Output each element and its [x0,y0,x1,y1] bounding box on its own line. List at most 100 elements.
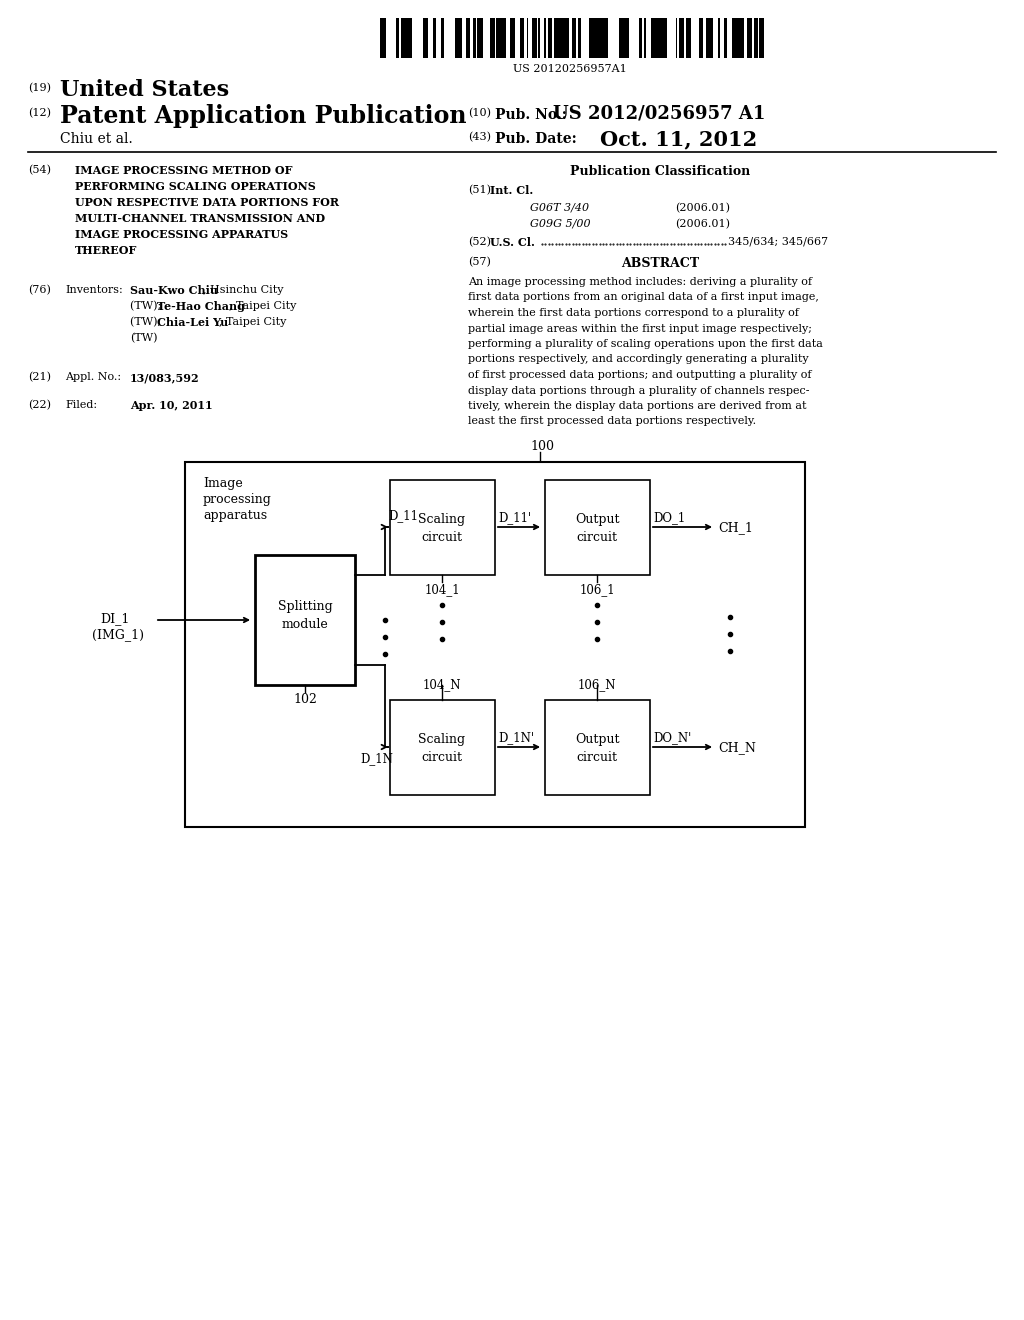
Text: 106_1: 106_1 [580,583,614,597]
Bar [706,18,709,58]
Bar [759,18,762,58]
Bar [383,18,386,58]
Text: (43): (43) [468,132,490,143]
Bar [658,18,662,58]
Text: Pub. No.:: Pub. No.: [495,108,567,121]
Bar [600,18,602,58]
Bar [522,18,524,58]
Text: , Taipei City: , Taipei City [229,301,296,312]
Bar [568,18,569,58]
Bar [481,18,483,58]
Bar [644,18,645,58]
Bar [185,462,805,828]
Bar [574,18,577,58]
Text: circuit: circuit [577,531,617,544]
Text: (12): (12) [28,108,51,119]
Bar [724,18,727,58]
Bar [544,18,546,58]
Text: DI_1: DI_1 [100,612,129,624]
Bar [390,480,495,576]
Bar [709,18,713,58]
Bar [689,18,691,58]
Text: Pub. Date:: Pub. Date: [495,132,577,147]
Text: Patent Application Publication: Patent Application Publication [60,104,467,128]
Text: (19): (19) [28,83,51,94]
Bar [655,18,658,58]
Bar [512,18,515,58]
Text: (22): (22) [28,400,51,411]
Text: D_11: D_11 [388,510,418,521]
Bar [255,554,355,685]
Bar [686,18,689,58]
Text: CH_1: CH_1 [718,521,753,535]
Bar [572,18,574,58]
Text: Sau-Kwo Chiu: Sau-Kwo Chiu [130,285,218,296]
Bar [701,18,702,58]
Bar [750,18,751,58]
Bar [596,18,598,58]
Bar [559,18,561,58]
Bar [498,18,501,58]
Text: Publication Classification: Publication Classification [570,165,751,178]
Text: module: module [282,618,329,631]
Bar [477,18,481,58]
Text: (2006.01): (2006.01) [675,219,730,230]
Bar [409,18,410,58]
Bar [390,700,495,795]
Bar [740,18,743,58]
Text: Scaling: Scaling [419,513,466,525]
Text: G06T 3/40: G06T 3/40 [530,203,589,213]
Bar [545,480,650,576]
Text: 104_N: 104_N [423,678,461,690]
Bar [539,18,540,58]
Text: U.S. Cl.: U.S. Cl. [490,238,535,248]
Text: United States: United States [60,79,229,102]
Text: (TW);: (TW); [130,301,165,312]
Text: portions respectively, and accordingly generating a plurality: portions respectively, and accordingly g… [468,355,809,364]
Text: Int. Cl.: Int. Cl. [490,185,534,195]
Bar [473,18,476,58]
Text: UPON RESPECTIVE DATA PORTIONS FOR: UPON RESPECTIVE DATA PORTIONS FOR [75,197,339,209]
Bar [501,18,503,58]
Text: US 20120256957A1: US 20120256957A1 [513,63,627,74]
Text: processing: processing [203,492,272,506]
Text: (21): (21) [28,372,51,383]
Text: (TW);: (TW); [130,317,165,327]
Text: (76): (76) [28,285,51,296]
Bar [403,18,409,58]
Text: 104_1: 104_1 [424,583,460,597]
Bar [735,18,740,58]
Bar [604,18,606,58]
Text: (2006.01): (2006.01) [675,203,730,214]
Bar [455,18,457,58]
Bar [489,18,494,58]
Bar [618,18,623,58]
Text: Chiu et al.: Chiu et al. [60,132,133,147]
Text: , Hsinchu City: , Hsinchu City [203,285,284,294]
Text: , Taipei City: , Taipei City [219,317,287,327]
Text: Apr. 10, 2011: Apr. 10, 2011 [130,400,213,411]
Bar [628,18,629,58]
Text: (51): (51) [468,185,490,195]
Text: D_11': D_11' [498,511,531,524]
Text: 345/634; 345/667: 345/634; 345/667 [728,238,828,247]
Text: circuit: circuit [577,751,617,764]
Bar [598,18,600,58]
Text: (57): (57) [468,257,490,268]
Bar [457,18,458,58]
Text: D_1N: D_1N [360,752,393,766]
Bar [380,18,382,58]
Bar [433,18,435,58]
Bar [526,18,528,58]
Bar [732,18,733,58]
Text: performing a plurality of scaling operations upon the first data: performing a plurality of scaling operat… [468,339,823,348]
Bar [698,18,701,58]
Text: circuit: circuit [422,751,463,764]
Text: (IMG_1): (IMG_1) [92,628,144,642]
Bar [602,18,604,58]
Bar [679,18,684,58]
Text: 102: 102 [293,693,317,706]
Text: Output: Output [574,513,620,525]
Bar [665,18,667,58]
Text: CH_N: CH_N [718,741,756,754]
